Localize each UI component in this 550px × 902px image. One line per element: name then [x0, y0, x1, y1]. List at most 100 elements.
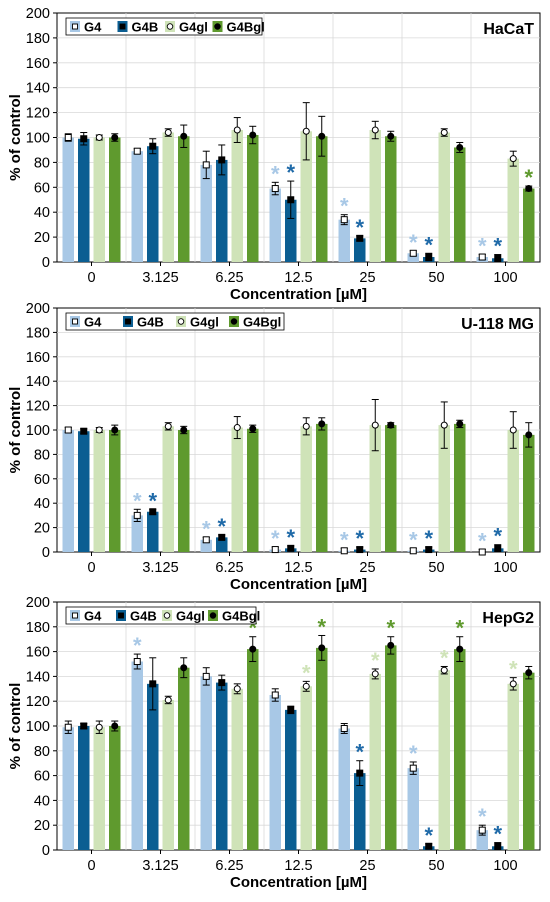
- bar-g4bgl: [316, 136, 328, 262]
- y-tick-label: 200: [26, 6, 50, 22]
- bar-g4bgl: [385, 136, 397, 262]
- y-axis-label: % of control: [7, 387, 24, 474]
- point-marker: [525, 431, 533, 439]
- point-marker: [287, 544, 295, 552]
- point-marker: [80, 427, 88, 435]
- point-marker: [80, 135, 88, 143]
- y-tick-label: 40: [34, 793, 50, 809]
- point-marker: [218, 533, 226, 541]
- significance-star: *: [493, 822, 502, 847]
- point-marker: [180, 132, 188, 140]
- bar-g4: [131, 515, 143, 552]
- point-marker: [371, 670, 379, 678]
- point-marker: [233, 126, 241, 134]
- bar-g4b: [78, 726, 90, 850]
- x-tick-label: 6.25: [215, 858, 243, 874]
- bar-g4gl: [507, 683, 519, 850]
- x-tick-label: 12.5: [284, 270, 312, 286]
- bar-g4bgl: [385, 645, 397, 850]
- point-marker: [340, 547, 348, 555]
- y-tick-label: 60: [34, 180, 50, 196]
- chart-panel-hepg2: 0 20 40 60 80 100 120 140 160 180 200 0 * 3.125 * 6.25 *…: [7, 595, 541, 891]
- legend-marker: [119, 23, 126, 30]
- point-marker: [318, 420, 326, 428]
- x-tick-label: 0: [87, 270, 95, 286]
- legend-label: G4gl: [190, 315, 219, 330]
- point-marker: [149, 680, 157, 688]
- point-marker: [356, 234, 364, 242]
- bar-g4b: [354, 773, 366, 850]
- legend-marker: [166, 23, 174, 30]
- x-tick-label: 12.5: [284, 858, 312, 874]
- y-tick-label: 40: [34, 205, 50, 221]
- point-marker: [249, 645, 257, 653]
- bar-g4gl: [300, 131, 312, 262]
- significance-star: *: [317, 614, 326, 639]
- bar-g4bgl: [523, 672, 535, 850]
- bar-g4gl: [162, 426, 174, 552]
- point-marker: [64, 134, 72, 141]
- point-marker: [271, 546, 279, 554]
- bar-g4b: [147, 683, 159, 850]
- bar-g4: [131, 661, 143, 850]
- bar-g4gl: [438, 425, 450, 552]
- y-tick-label: 120: [26, 106, 50, 122]
- y-tick-label: 0: [42, 843, 50, 859]
- point-marker: [387, 132, 395, 140]
- y-tick-label: 160: [26, 350, 50, 366]
- y-tick-label: 20: [34, 521, 50, 537]
- legend-marker: [72, 612, 78, 619]
- bar-g4b: [147, 511, 159, 552]
- bar-g4bgl: [454, 423, 466, 552]
- x-tick-label: 100: [493, 560, 517, 576]
- point-marker: [318, 132, 326, 140]
- x-axis-label: Concentration [µM]: [230, 286, 367, 303]
- y-tick-label: 40: [34, 496, 50, 512]
- point-marker: [133, 658, 141, 666]
- point-marker: [149, 508, 157, 516]
- x-tick-label: 3.125: [142, 270, 178, 286]
- y-tick-label: 80: [34, 155, 50, 171]
- significance-star: *: [286, 160, 295, 185]
- legend-marker: [209, 612, 217, 619]
- point-marker: [133, 147, 141, 155]
- significance-star: *: [133, 633, 142, 658]
- bar-g4gl: [93, 137, 105, 262]
- y-tick-label: 60: [34, 769, 50, 785]
- point-marker: [164, 422, 172, 430]
- bar-g4: [269, 695, 281, 850]
- bar-g4: [476, 830, 488, 850]
- point-marker: [64, 723, 72, 731]
- x-tick-label: 50: [428, 270, 444, 286]
- point-marker: [202, 536, 210, 544]
- point-marker: [409, 249, 417, 257]
- point-marker: [318, 644, 326, 652]
- point-marker: [525, 669, 533, 677]
- bar-g4: [62, 430, 74, 552]
- bar-g4gl: [231, 688, 243, 850]
- y-tick-label: 80: [34, 447, 50, 463]
- y-axis-label: % of control: [7, 94, 24, 181]
- point-marker: [494, 842, 502, 850]
- legend-label: G4gl: [176, 609, 205, 624]
- x-tick-label: 50: [428, 858, 444, 874]
- point-marker: [249, 131, 257, 139]
- point-marker: [525, 185, 533, 193]
- point-marker: [425, 253, 433, 261]
- point-marker: [180, 664, 188, 672]
- bar-g4bgl: [109, 726, 121, 850]
- bar-g4gl: [438, 132, 450, 262]
- y-tick-label: 20: [34, 818, 50, 834]
- x-tick-label: 6.25: [215, 270, 243, 286]
- bar-g4gl: [369, 130, 381, 262]
- point-marker: [440, 421, 448, 429]
- point-marker: [111, 134, 119, 141]
- point-marker: [80, 722, 88, 730]
- point-marker: [302, 422, 310, 430]
- x-tick-label: 12.5: [284, 560, 312, 576]
- point-marker: [371, 126, 379, 134]
- point-marker: [233, 424, 241, 432]
- significance-star: *: [478, 804, 487, 829]
